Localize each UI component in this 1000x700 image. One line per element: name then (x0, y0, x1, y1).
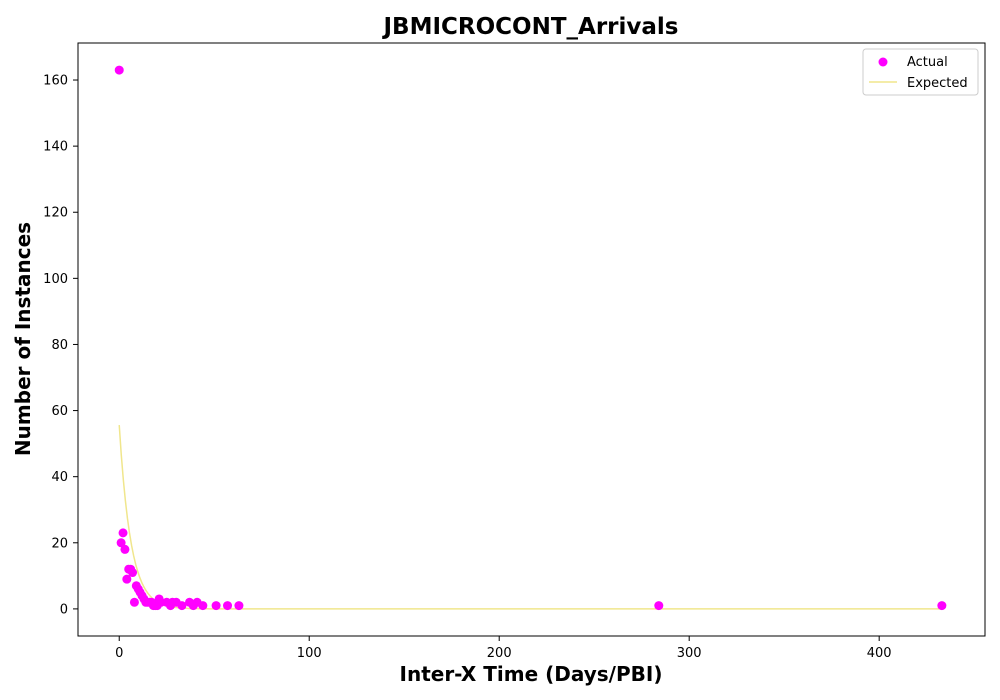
x-tick-label: 200 (487, 646, 512, 661)
legend-actual-label: Actual (907, 55, 948, 70)
actual-point (198, 601, 208, 611)
actual-point (116, 538, 126, 548)
actual-point (937, 601, 947, 611)
actual-point (654, 601, 664, 611)
actual-point (128, 568, 138, 578)
actual-point (211, 601, 221, 611)
y-axis-label: Number of Instances (11, 222, 35, 456)
x-axis-label: Inter-X Time (Days/PBI) (400, 662, 663, 686)
y-tick-label: 80 (51, 338, 68, 353)
y-tick-label: 20 (51, 536, 68, 551)
y-tick-label: 60 (51, 404, 68, 419)
x-tick-label: 100 (297, 646, 322, 661)
x-tick-label: 400 (867, 646, 892, 661)
actual-point (129, 597, 139, 607)
legend-box (862, 48, 979, 96)
actual-point (223, 601, 233, 611)
actual-point (122, 574, 132, 584)
expected-line (118, 425, 942, 610)
actual-point (118, 528, 128, 538)
x-tick-label: 0 (115, 646, 123, 661)
legend-actual-marker (878, 57, 888, 67)
y-tick-label: 40 (51, 470, 68, 485)
y-tick-label: 100 (43, 272, 68, 287)
actual-point (234, 601, 244, 611)
x-tick-label: 300 (677, 646, 702, 661)
chart-title: JBMICROCONT_Arrivals (381, 14, 678, 40)
plot-frame (77, 42, 986, 637)
y-tick-label: 120 (43, 206, 68, 221)
plot-area: 0 100 200 300 400 0 20 40 60 80 100 120 140 160 (43, 42, 986, 661)
y-tick-label: 160 (43, 74, 68, 89)
actual-point (114, 65, 124, 75)
actual-point (177, 601, 187, 611)
y-tick-label: 140 (43, 140, 68, 155)
actual-point (120, 544, 130, 554)
y-tick-label: 0 (60, 602, 68, 617)
legend-expected-label: Expected (907, 76, 968, 91)
legend: Actual Expected (862, 48, 979, 96)
